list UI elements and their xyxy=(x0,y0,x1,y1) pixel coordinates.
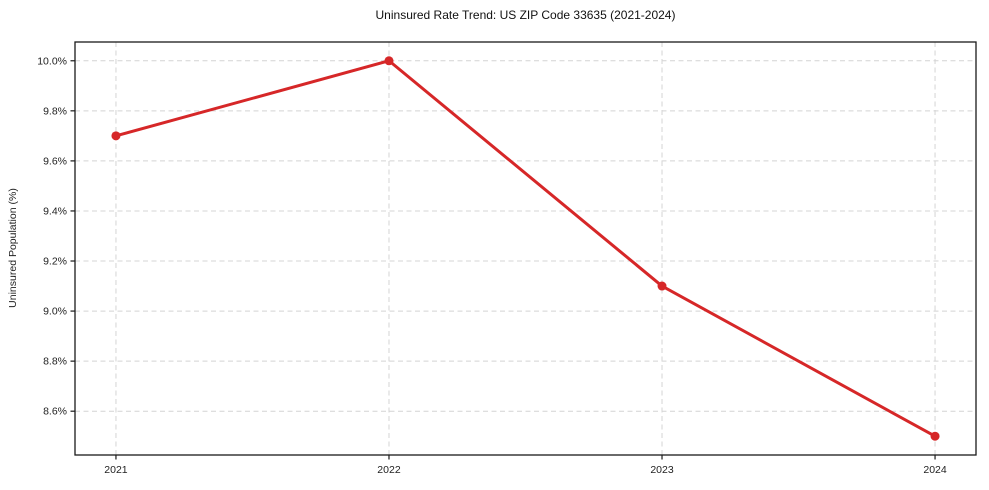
data-point xyxy=(930,431,940,441)
chart-title: Uninsured Rate Trend: US ZIP Code 33635 … xyxy=(375,8,676,22)
plot-border xyxy=(74,41,977,456)
data-point xyxy=(384,56,394,66)
data-point xyxy=(111,131,121,141)
y-tick-label: 9.6% xyxy=(43,155,67,167)
data-point xyxy=(657,281,667,291)
x-tick-label: 2021 xyxy=(104,464,128,476)
y-tick-label: 8.8% xyxy=(43,356,67,368)
x-tick-label: 2022 xyxy=(377,464,401,476)
x-tick-label: 2023 xyxy=(650,464,674,476)
y-tick-label: 10.0% xyxy=(37,55,67,67)
y-tick-label: 9.0% xyxy=(43,306,67,318)
y-tick-label: 9.8% xyxy=(43,105,67,117)
y-tick-label: 9.4% xyxy=(43,205,67,217)
trend-line xyxy=(114,59,937,438)
x-tick-label: 2024 xyxy=(923,464,947,476)
y-tick-label: 9.2% xyxy=(43,256,67,268)
y-tick-label: 8.6% xyxy=(43,406,67,418)
